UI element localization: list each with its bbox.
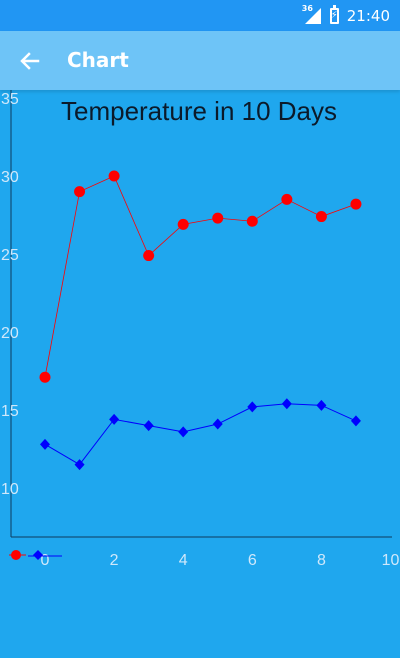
y-tick-label: 25 (1, 247, 19, 264)
data-point (281, 398, 292, 410)
status-bar: 36 ⚡ 21:40 (0, 0, 400, 31)
legend (9, 550, 62, 560)
y-tick-labels: 10 15 20 25 30 35 (1, 91, 19, 498)
data-point (40, 438, 50, 450)
data-point (109, 413, 120, 425)
data-point (350, 415, 361, 427)
data-point (108, 170, 120, 182)
data-point (74, 186, 86, 198)
back-button[interactable] (14, 45, 46, 77)
data-point (74, 459, 85, 471)
data-point (177, 218, 189, 230)
x-tick-label: 6 (248, 552, 257, 569)
x-tick-label: 0 (41, 552, 50, 569)
data-point (143, 250, 155, 262)
chart-title: Temperature in 10 Days (61, 96, 337, 126)
data-point (212, 212, 224, 224)
status-time: 21:40 (346, 7, 390, 25)
y-tick-label: 35 (1, 91, 19, 108)
data-point (315, 211, 327, 223)
y-tick-label: 20 (1, 325, 19, 342)
data-point (350, 198, 362, 210)
status-icons: 36 ⚡ 21:40 (302, 4, 390, 25)
data-point (212, 418, 223, 430)
network-type-label: 36 (301, 4, 313, 13)
series-markers (39, 170, 362, 471)
y-tick-label: 30 (1, 169, 19, 186)
arrow-left-icon (20, 52, 40, 70)
x-tick-labels: 0 2 4 6 8 10 (41, 552, 400, 569)
x-tick-label: 2 (110, 552, 119, 569)
app-bar: Chart (0, 31, 400, 90)
series-lines (44, 175, 357, 466)
series-line-0 (44, 175, 357, 378)
data-point (281, 193, 293, 205)
data-point (143, 420, 154, 432)
x-tick-label: 10 (382, 552, 400, 569)
data-point (39, 371, 51, 383)
y-tick-label: 15 (1, 403, 19, 420)
x-tick-label: 4 (179, 552, 188, 569)
data-point (316, 399, 327, 411)
battery-icon: ⚡ (329, 5, 339, 24)
series-line-1 (44, 403, 357, 466)
x-tick-label: 8 (317, 552, 326, 569)
chart-area: Temperature in 10 Days 0 2 4 6 8 10 10 15 20 25 3… (0, 90, 400, 658)
temperature-chart: Temperature in 10 Days 0 2 4 6 8 10 10 15 20 25 3… (1, 90, 400, 569)
signal-icon: 36 (302, 4, 322, 24)
y-tick-label: 10 (1, 481, 19, 498)
legend-marker-series-low (33, 550, 43, 560)
page-title: Chart (67, 48, 129, 72)
data-point (178, 426, 189, 438)
data-point (246, 215, 258, 227)
data-point (247, 401, 258, 413)
